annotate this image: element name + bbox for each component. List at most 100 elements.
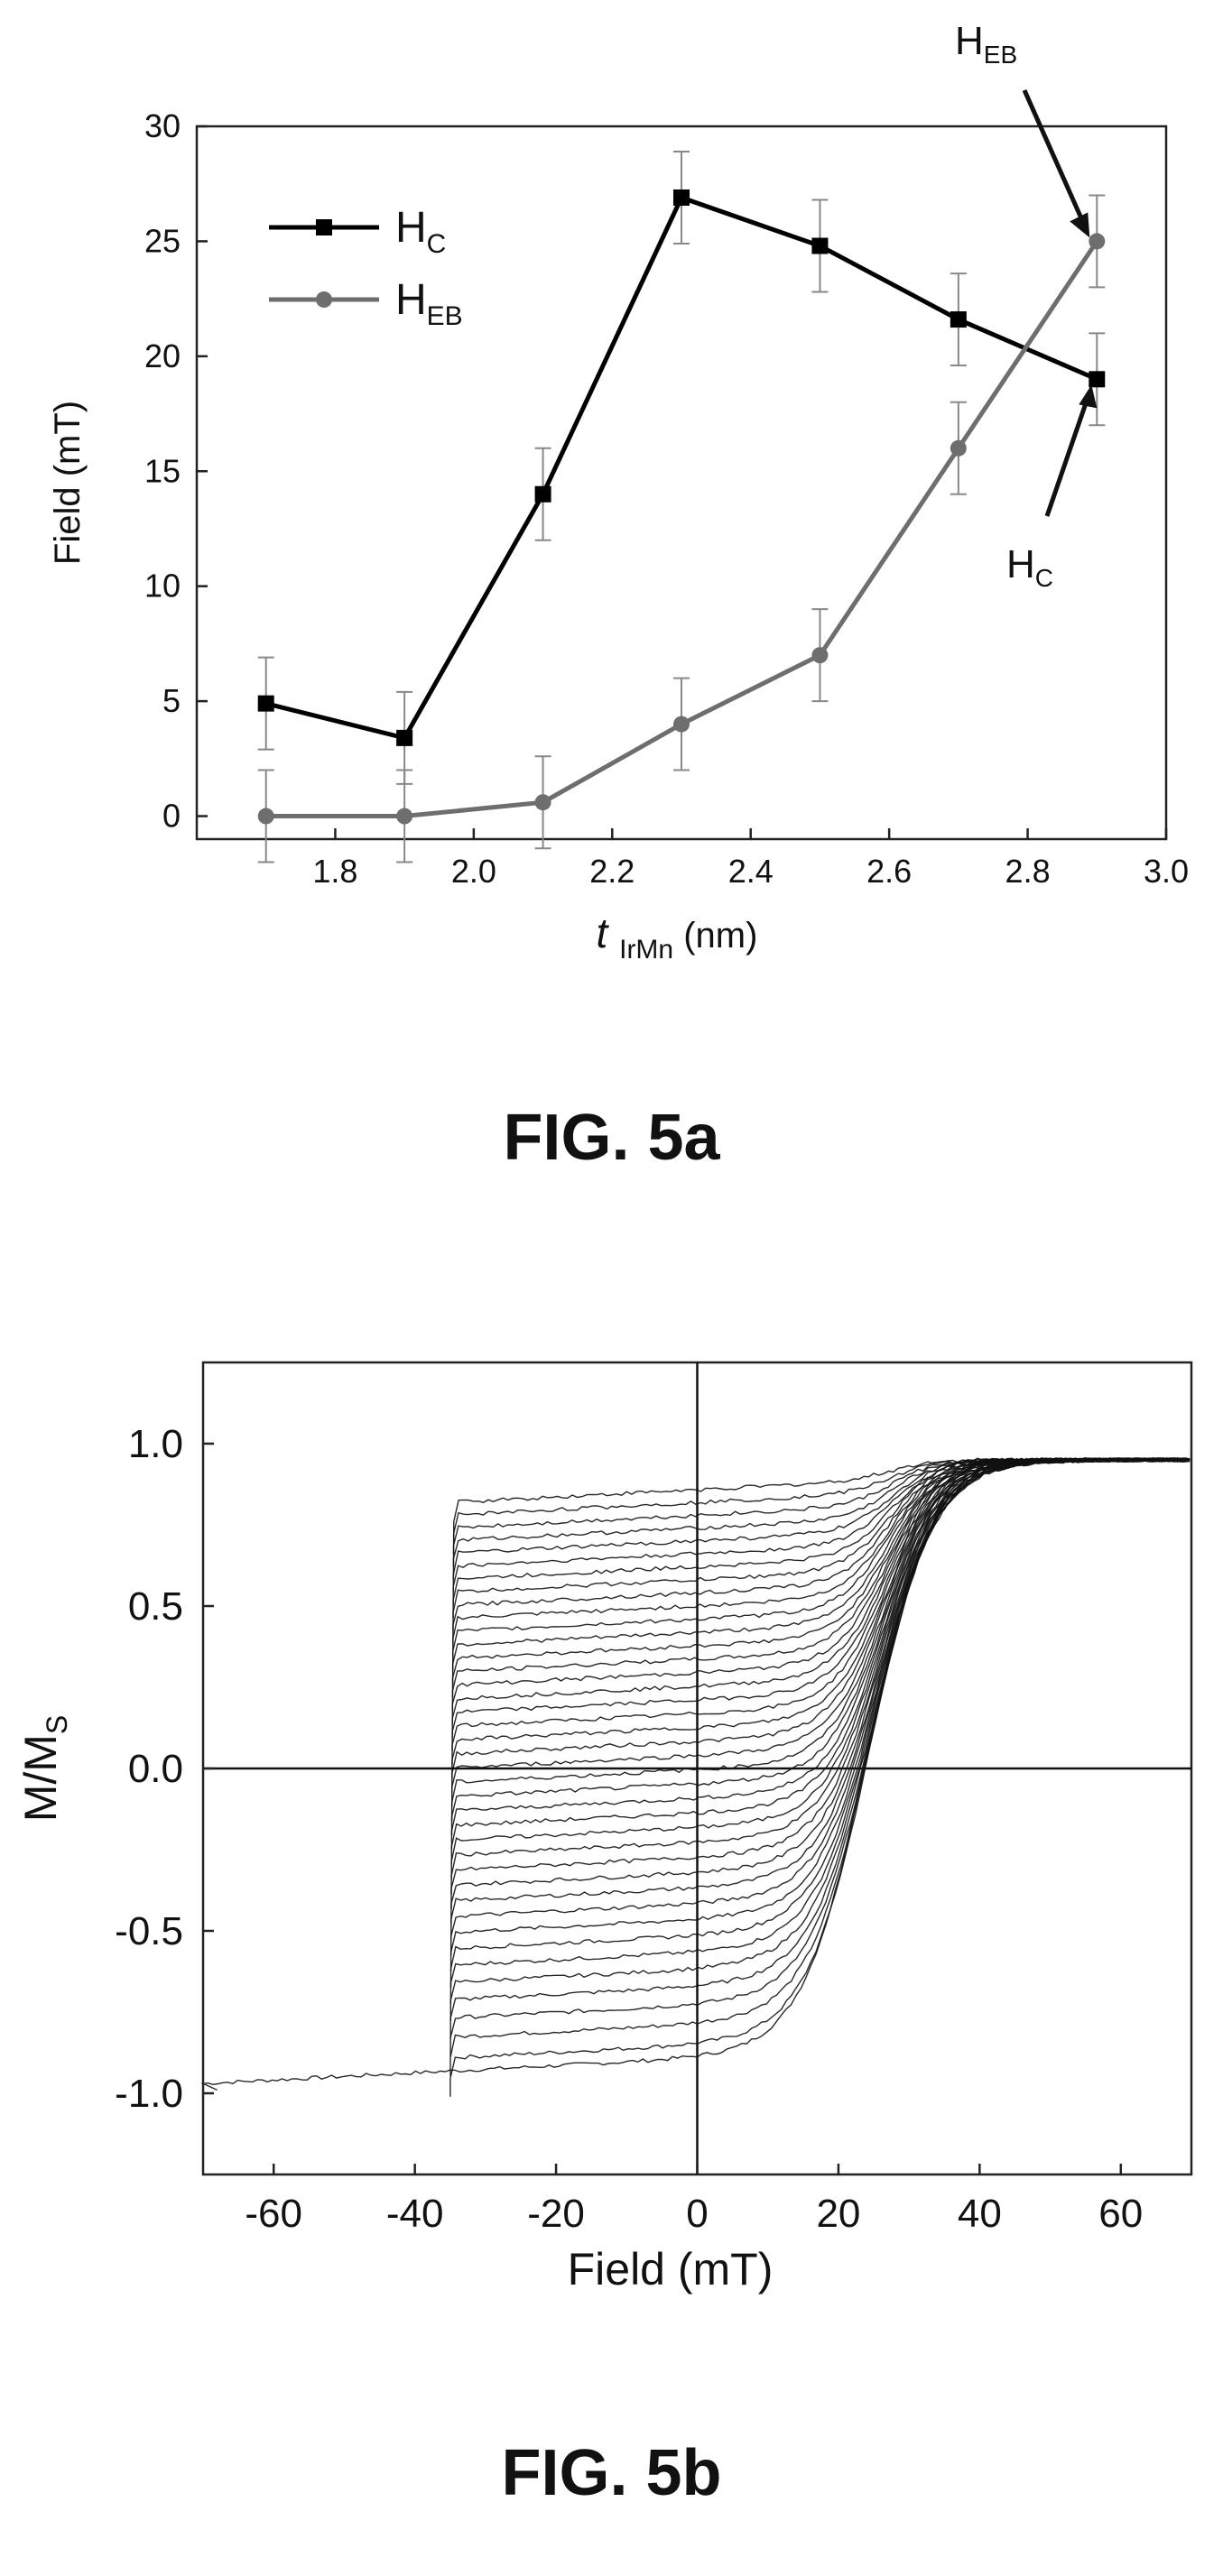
hysteresis-curve: [451, 1457, 1190, 1685]
y-tick-label: 0.0: [128, 1747, 183, 1791]
plot-frame: [195, 125, 1168, 841]
hysteresis-curve: [450, 1457, 1189, 1879]
legend-label-main: H: [395, 276, 427, 324]
hysteresis-curve: [200, 1457, 1187, 2091]
x-tick-label: 0: [686, 2192, 708, 2236]
data-point-circle: [673, 716, 690, 733]
legend-label-sub: C: [427, 229, 447, 259]
y-axis-label: Field (mT): [48, 401, 88, 565]
chart-5a-error-bars: [257, 151, 1106, 863]
hysteresis-curve: [451, 1457, 1189, 1751]
x-axis-label: Field (mT): [568, 2244, 774, 2294]
x-tick-label: 60: [1098, 2192, 1143, 2236]
chart-5b: -60 -40 -20 0 20 40 60 -1.0 -0.5 0.0 0.5 1.0 Field (…: [15, 1361, 1193, 2294]
data-point-square: [257, 695, 274, 712]
annotation-hc-sub: C: [1035, 564, 1053, 592]
data-point-square: [396, 729, 413, 746]
hysteresis-curve: [449, 1457, 1188, 2021]
figure-caption-5b: FIG. 5b: [501, 2437, 722, 2509]
x-axis-label: t IrMn (nm): [597, 909, 758, 965]
x-tick-label: 2.8: [1005, 853, 1051, 890]
x-tick-label: 3.0: [1144, 853, 1189, 890]
x-label-subscript: IrMn: [619, 935, 673, 965]
chart-5a: 1.8 2.0 2.2 2.4 2.6 2.8 3.0 0 5 10 15 20 25 30 t IrMn …: [48, 19, 1189, 965]
annotation-arrowhead-heb: [1070, 212, 1090, 238]
data-point-square: [534, 485, 551, 503]
annotation-arrowhead-hc: [1079, 384, 1098, 409]
x-tick-label: -60: [245, 2192, 302, 2236]
hysteresis-curve: [451, 1457, 1190, 1697]
annotation-arrow-heb: [1022, 88, 1087, 226]
data-point-circle: [1089, 233, 1106, 250]
annotation-arrow-hc: [1044, 396, 1090, 517]
hysteresis-curve: [449, 1457, 1188, 2005]
legend-label: HC: [395, 204, 446, 259]
hysteresis-curve: [452, 1457, 1191, 1555]
x-tick-label: 2.0: [451, 853, 496, 890]
y-tick-label: 20: [144, 337, 181, 374]
legend-marker-circle: [316, 291, 332, 308]
hysteresis-curve: [451, 1457, 1189, 1766]
series-line-h-c: [265, 194, 1098, 741]
data-point-circle: [950, 439, 967, 457]
y-label-main: M/M: [15, 1734, 66, 1822]
data-point-circle: [257, 808, 274, 825]
legend-label-main: H: [395, 204, 427, 252]
hysteresis-curve: [449, 1457, 1187, 2076]
y-tick-label: -0.5: [115, 1909, 183, 1953]
data-point-circle: [396, 808, 413, 825]
y-tick-label: 30: [144, 107, 181, 144]
hysteresis-curve: [452, 1457, 1191, 1567]
y-tick-label: 0.5: [128, 1584, 183, 1629]
legend-label-sub: EB: [427, 301, 463, 331]
hysteresis-curve: [450, 1457, 1188, 1909]
y-tick-label: 1.0: [128, 1422, 183, 1466]
figure-caption-5a: FIG. 5a: [503, 1102, 720, 1174]
hysteresis-curve: [453, 1457, 1191, 1541]
chart-5a-axes: 1.8 2.0 2.2 2.4 2.6 2.8 3.0 0 5 10 15 20 25 30 t IrMn …: [48, 107, 1189, 965]
hysteresis-curve: [450, 1457, 1188, 1956]
x-label-unit: (nm): [673, 916, 757, 956]
hysteresis-curve: [449, 1457, 1187, 2097]
y-tick-label: 0: [162, 798, 181, 835]
hysteresis-curve: [450, 1457, 1189, 1836]
legend-marker-square: [316, 219, 332, 235]
legend-label: HEB: [395, 276, 463, 331]
data-point-square: [811, 237, 829, 254]
hysteresis-curve: [450, 1457, 1188, 1940]
data-point-circle: [534, 794, 551, 811]
y-tick-label: 25: [144, 222, 181, 259]
data-point-square: [1089, 371, 1106, 388]
x-tick-label: 2.2: [589, 853, 635, 890]
x-tick-label: 1.8: [312, 853, 357, 890]
y-tick-label: 15: [144, 452, 181, 489]
y-tick-label: 5: [162, 682, 181, 719]
hysteresis-curve: [452, 1457, 1190, 1657]
data-point-square: [673, 189, 690, 206]
hysteresis-curve: [451, 1457, 1189, 1807]
hysteresis-curve: [451, 1457, 1189, 1779]
hysteresis-curve: [452, 1457, 1191, 1580]
x-tick-label: 40: [958, 2192, 1002, 2236]
x-tick-label: 2.4: [728, 853, 774, 890]
annotation-heb-sub: EB: [984, 41, 1017, 69]
x-tick-label: 20: [816, 2192, 860, 2236]
annotation-hc-main: H: [1006, 542, 1035, 586]
x-tick-label: -20: [527, 2192, 585, 2236]
annotation-hc: HC: [1006, 542, 1053, 592]
annotation-heb-main: H: [955, 19, 984, 63]
chart-5b-axes: -60 -40 -20 0 20 40 60 -1.0 -0.5 0.0 0.5 1.0 Field (…: [15, 1361, 1193, 2294]
y-tick-label: -1.0: [115, 2072, 183, 2116]
x-label-variable: t: [597, 909, 620, 956]
data-point-circle: [811, 647, 829, 664]
chart-5b-hysteresis-curves: [200, 1457, 1191, 2097]
y-axis-label: M/MS: [15, 1715, 73, 1823]
data-point-square: [950, 311, 967, 328]
x-tick-label: -40: [386, 2192, 444, 2236]
x-tick-label: 2.6: [866, 853, 912, 890]
y-tick-label: 10: [144, 568, 181, 605]
chart-5a-markers: [257, 189, 1106, 825]
annotation-heb: HEB: [955, 19, 1017, 69]
